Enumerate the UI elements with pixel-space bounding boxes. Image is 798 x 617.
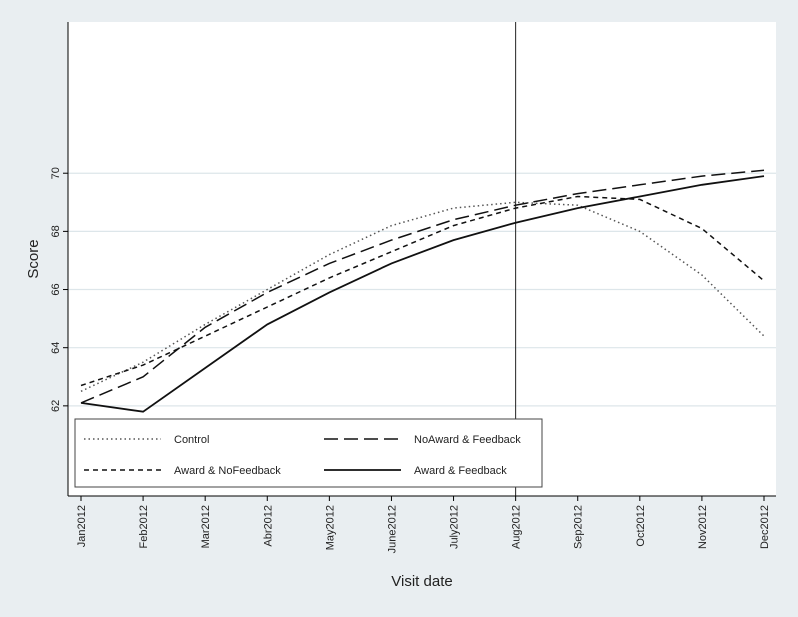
x-tick-label: June2012 (386, 505, 398, 553)
x-tick-label: Oct2012 (635, 505, 647, 547)
x-tick-label: Nov2012 (697, 505, 709, 549)
y-tick-label: 62 (50, 400, 62, 412)
x-tick-label: Jan2012 (76, 505, 88, 547)
x-tick-label: Dec2012 (759, 505, 771, 549)
series-lines (80, 169, 765, 413)
series-line (80, 169, 765, 404)
legend-label: Award & NoFeedback (174, 465, 281, 477)
x-tick-label: Sep2012 (573, 505, 585, 549)
x-tick-label: May2012 (324, 505, 336, 550)
x-tick-label: July2012 (449, 505, 461, 549)
y-tick-label: 64 (50, 342, 62, 354)
x-tick-label: Aug2012 (511, 505, 523, 549)
legend-label: Award & Feedback (414, 465, 507, 477)
y-axis-title: Score (25, 239, 42, 278)
series-line (80, 175, 765, 413)
x-axis-title: Visit date (391, 573, 452, 590)
plot-area (68, 22, 776, 496)
legend: Control NoAward & Feedback Award & NoFeedb… (74, 418, 543, 488)
y-tick-label: 68 (50, 225, 62, 237)
y-tick-label: 70 (50, 167, 62, 179)
legend-label: NoAward & Feedback (414, 434, 521, 446)
gridlines (68, 172, 776, 407)
x-axis-ticks: Jan2012 Feb2012 Mar2012 Abr2012 May2012 June2… (76, 496, 771, 553)
x-tick-label: Abr2012 (262, 505, 274, 547)
x-tick-label: Mar2012 (200, 505, 212, 548)
legend-box (74, 418, 543, 488)
y-axis-ticks: 62 64 66 68 70 (50, 167, 68, 412)
legend-label: Control (174, 434, 209, 446)
series-line (80, 201, 765, 392)
x-tick-label: Feb2012 (138, 505, 150, 548)
y-tick-label: 66 (50, 283, 62, 295)
series-line (80, 195, 765, 387)
